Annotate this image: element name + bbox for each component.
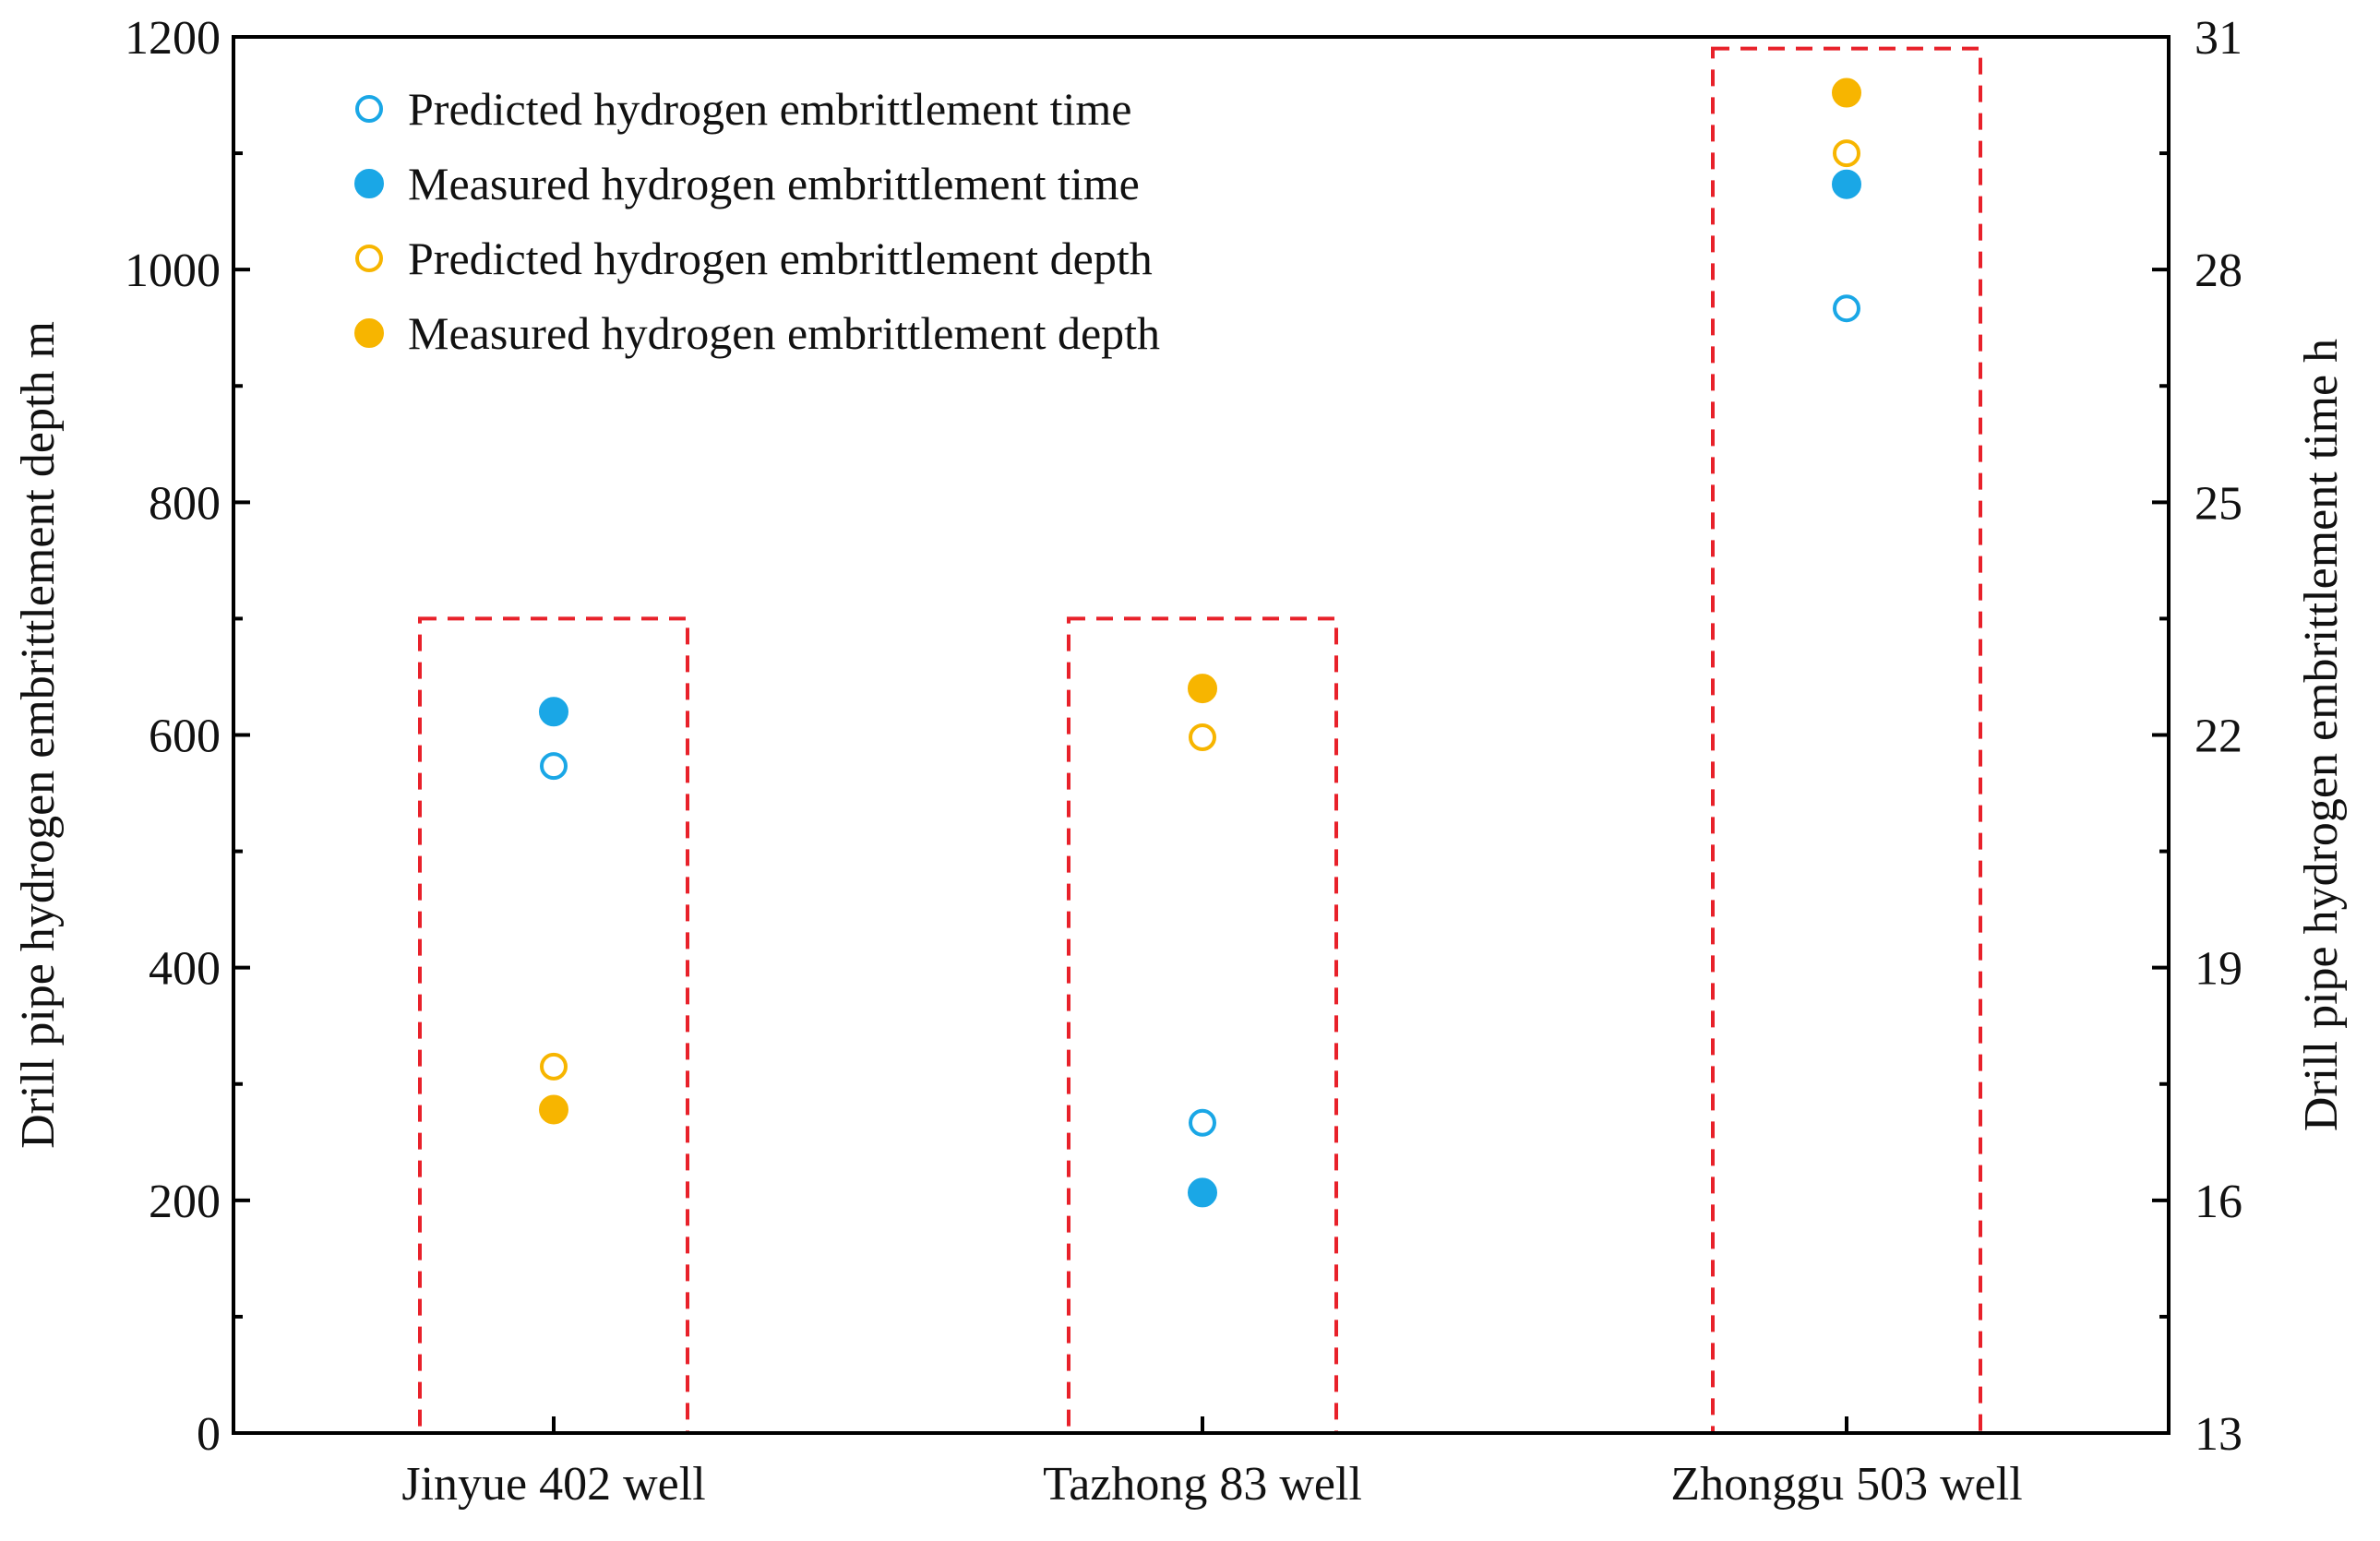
x-tick-label: Tazhong 83 well (1043, 1458, 1362, 1511)
data-point (1189, 723, 1216, 752)
right-tick-label: 22 (2195, 711, 2242, 763)
left-axis-title: Drill pipe hydrogen embrittlement depth … (12, 321, 65, 1149)
highlight-box (418, 616, 689, 1435)
right-tick-label: 16 (2195, 1176, 2242, 1228)
data-point (1188, 674, 1217, 704)
data-point (1832, 78, 1861, 108)
left-tick-label: 1000 (125, 245, 221, 297)
legend-label: Predicted hydrogen embrittlement time (408, 83, 1132, 135)
legend: Predicted hydrogen embrittlement time Mea… (354, 83, 1160, 359)
right-tick-label: 31 (2195, 12, 2242, 65)
right-axis: 13 16 19 22 25 28 31 (2152, 12, 2242, 1461)
data-point (539, 697, 568, 727)
data-point (540, 1052, 568, 1081)
data-point (1188, 1177, 1217, 1208)
legend-label: Measured hydrogen embrittlement depth (408, 307, 1160, 359)
legend-label: Measured hydrogen embrittlement time (408, 158, 1140, 209)
data-point (539, 1094, 568, 1125)
left-tick-label: 1200 (125, 12, 221, 65)
highlight-box (1067, 616, 1338, 1435)
x-axis: Jinyue 402 well Tazhong 83 well Zhonggu 50… (401, 1416, 2023, 1511)
left-tick-label: 400 (149, 943, 221, 996)
right-tick-label: 13 (2195, 1408, 2242, 1461)
data-point (540, 752, 568, 781)
legend-marker (355, 95, 383, 123)
data-point (1189, 1108, 1216, 1137)
left-tick-label: 0 (197, 1408, 221, 1461)
left-tick-label: 200 (149, 1176, 221, 1228)
highlight-box (1711, 46, 1982, 1436)
right-tick-label: 28 (2195, 245, 2242, 297)
left-axis: 0 200 400 600 800 1000 1200 (125, 12, 250, 1461)
legend-marker (354, 169, 384, 198)
right-axis-title: Drill pipe hydrogen embrittlement time h (2295, 339, 2348, 1131)
left-tick-label: 600 (149, 711, 221, 763)
legend-label: Predicted hydrogen embrittlement depth (408, 233, 1153, 284)
data-point (1833, 294, 1860, 323)
x-tick-label: Jinyue 402 well (401, 1458, 705, 1511)
x-tick-label: Zhonggu 503 well (1670, 1458, 2022, 1511)
data-points (539, 78, 1861, 1208)
data-point (1833, 139, 1860, 168)
left-tick-label: 800 (149, 477, 221, 530)
data-point (1832, 169, 1861, 199)
right-tick-label: 19 (2195, 943, 2242, 996)
legend-marker (354, 318, 384, 348)
right-tick-label: 25 (2195, 477, 2242, 530)
legend-marker (355, 245, 383, 272)
